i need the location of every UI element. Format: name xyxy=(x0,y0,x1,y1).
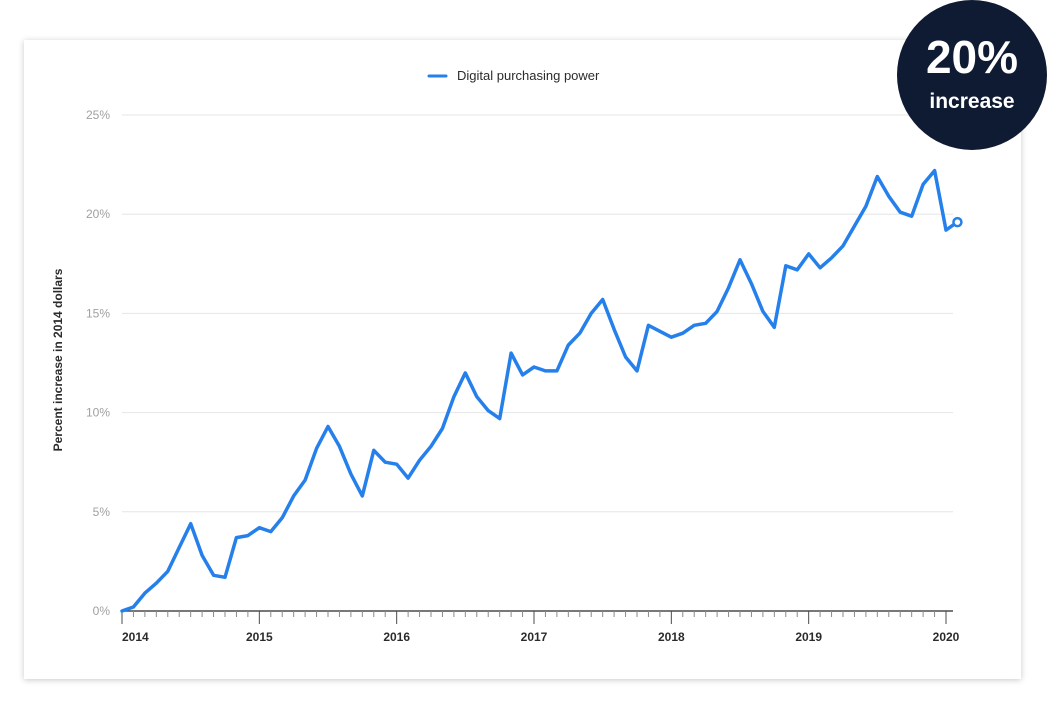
legend: Digital purchasing power xyxy=(427,68,600,83)
y-tick-label: 15% xyxy=(86,306,110,320)
y-tick-label: 20% xyxy=(86,207,110,221)
series-digital-purchasing-power xyxy=(120,168,963,613)
y-tick-label: 0% xyxy=(93,604,111,618)
y-tick-label: 10% xyxy=(86,406,110,420)
chart-card xyxy=(24,40,1021,679)
x-tick-label: 2020 xyxy=(933,630,960,644)
x-tick-label: 2018 xyxy=(658,630,685,644)
x-tick-label: 2015 xyxy=(246,630,273,644)
x-tick-label: 2017 xyxy=(521,630,548,644)
increase-badge: 20% increase xyxy=(897,0,1047,150)
x-tick-label: 2019 xyxy=(795,630,822,644)
badge-label: increase xyxy=(929,90,1015,113)
grid-lines xyxy=(122,114,953,513)
badge-value: 20% xyxy=(925,31,1019,83)
x-tick-label: 2016 xyxy=(383,630,410,644)
x-tick-label: 2014 xyxy=(122,630,149,644)
series-end-point[interactable] xyxy=(952,216,963,228)
y-axis-ticks: 0% 5% 10% 15% 20% 25% xyxy=(86,108,110,618)
series-line[interactable] xyxy=(120,168,960,613)
y-tick-label: 25% xyxy=(86,108,110,122)
y-axis-title: Percent increase in 2014 dollars xyxy=(51,268,65,451)
x-axis: 2014 2015 2016 2017 2018 2019 2020 xyxy=(121,610,960,644)
legend-label[interactable]: Digital purchasing power xyxy=(457,68,600,83)
y-tick-label: 5% xyxy=(93,505,111,519)
